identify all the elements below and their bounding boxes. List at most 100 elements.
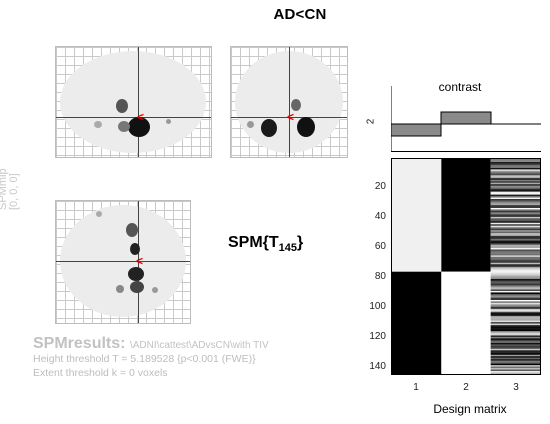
- design-column-3-row: [490, 258, 540, 261]
- design-column-3-row: [490, 188, 540, 191]
- activation-blob: [96, 211, 102, 217]
- design-matrix-y-tick: 80: [374, 270, 386, 282]
- design-column-3-row: [490, 178, 540, 181]
- design-column-3-row: [490, 239, 540, 241]
- design-column-3-row: [490, 351, 540, 354]
- design-column-3-row: [490, 227, 540, 229]
- design-column-3-row: [490, 209, 540, 212]
- design-column-3-row: [490, 354, 540, 357]
- design-column-3-row: [490, 302, 540, 305]
- design-matrix-x-tick: 1: [413, 382, 419, 393]
- design-column-3-row: [490, 164, 540, 167]
- design-column-3-row: [490, 322, 540, 324]
- design-column-3-row: [490, 185, 540, 188]
- design-matrix-y-tick: 40: [374, 211, 386, 223]
- design-column-3-row: [490, 163, 540, 166]
- contrast-weight-bar: [440, 111, 492, 125]
- activation-blob: [128, 267, 144, 281]
- contrast-plot[interactable]: [391, 86, 541, 152]
- design-column-3-row: [490, 169, 540, 172]
- design-column-3-row: [490, 242, 540, 244]
- activation-blob: [116, 285, 124, 293]
- design-column-3-row: [490, 273, 540, 275]
- design-column-3-row: [490, 161, 540, 164]
- activation-blob: [297, 117, 315, 137]
- design-column-3-row: [490, 350, 540, 353]
- design-column-3-row: [490, 363, 540, 366]
- design-column-3-row: [490, 271, 540, 274]
- design-column-3-row: [490, 172, 540, 175]
- glass-brain-sagittal[interactable]: <: [55, 46, 212, 158]
- design-column-3-row: [490, 290, 540, 293]
- design-column-3-row: [490, 246, 540, 249]
- design-column-3-row: [490, 222, 540, 225]
- design-matrix[interactable]: [391, 158, 541, 375]
- design-column-3-row: [490, 203, 540, 206]
- design-matrix-y-tick: 100: [369, 300, 386, 312]
- design-column-3-row: [490, 215, 540, 218]
- design-column-3-row: [490, 348, 540, 351]
- design-column-3-row: [490, 249, 540, 252]
- design-column-3-row: [490, 285, 540, 287]
- design-column-3-row: [490, 179, 540, 182]
- cursor-arrow-icon: <: [136, 254, 144, 268]
- design-column-3-row: [490, 296, 540, 299]
- design-column-3-row: [490, 298, 540, 301]
- spm-df: 145: [278, 242, 298, 255]
- brain-outline-sagittal: [60, 51, 206, 153]
- activation-blob: [166, 119, 171, 124]
- activation-blob: [126, 223, 138, 237]
- design-column-3-row: [490, 167, 540, 170]
- design-column-3-row: [490, 316, 540, 318]
- design-column-3-row: [490, 282, 540, 284]
- design-matrix-y-tick: 20: [374, 181, 386, 193]
- extent-threshold: Extent threshold k = 0 voxels: [33, 367, 168, 379]
- design-column-3-row: [490, 175, 540, 178]
- design-column-3-row: [490, 259, 540, 262]
- design-column-3-row: [490, 357, 540, 360]
- contrast-weight-bar: [391, 123, 442, 137]
- design-column-1-cn: [392, 159, 442, 272]
- design-column-3-row: [490, 187, 540, 189]
- design-column-3-row: [490, 369, 540, 372]
- design-column-3-row: [490, 293, 540, 296]
- design-column-3-row: [490, 319, 540, 321]
- design-column-3-row: [490, 190, 540, 192]
- design-column-3-row: [490, 236, 540, 238]
- design-column-3-row: [490, 197, 540, 200]
- design-column-3-row: [490, 344, 540, 347]
- crosshair-vertical: [138, 47, 139, 157]
- design-column-3-row: [490, 191, 540, 194]
- design-column-3-row: [490, 356, 540, 358]
- design-column-3-row: [490, 159, 540, 161]
- design-column-3-row: [490, 210, 540, 213]
- design-column-3-row: [490, 371, 540, 373]
- design-column-3-row: [490, 308, 540, 311]
- crosshair-vertical: [138, 201, 139, 323]
- spm-stat-close: }: [297, 234, 304, 251]
- design-column-3-row: [490, 326, 540, 329]
- design-column-3-row: [490, 230, 540, 232]
- design-column-3-row: [490, 196, 540, 198]
- glass-brain-axial[interactable]: <: [55, 200, 191, 324]
- results-title: SPMresults:: [33, 335, 126, 352]
- activation-blob: [130, 243, 140, 255]
- design-column-3-row: [490, 277, 540, 280]
- design-column-3-row: [490, 341, 540, 344]
- design-column-3-row: [490, 372, 540, 374]
- design-column-3-row: [490, 314, 540, 317]
- height-threshold: Height threshold T = 5.189528 {p<0.001 (…: [33, 353, 256, 365]
- glass-brain-coronal[interactable]: <: [230, 46, 348, 158]
- design-column-3-row: [490, 265, 540, 268]
- design-column-3-row: [490, 225, 540, 228]
- mip-coords-value: [0, 0, 0]: [8, 173, 20, 210]
- design-column-3-row: [490, 166, 540, 169]
- design-column-3-row: [490, 365, 540, 367]
- contrast-label: contrast: [438, 80, 482, 94]
- figure-title: AD<CN: [273, 6, 327, 23]
- cursor-arrow-icon: <: [137, 110, 145, 124]
- design-matrix-y-tick: 140: [369, 360, 386, 372]
- design-column-3-row: [490, 280, 540, 283]
- design-column-3-row: [490, 216, 540, 219]
- design-column-2-ad: [441, 271, 491, 374]
